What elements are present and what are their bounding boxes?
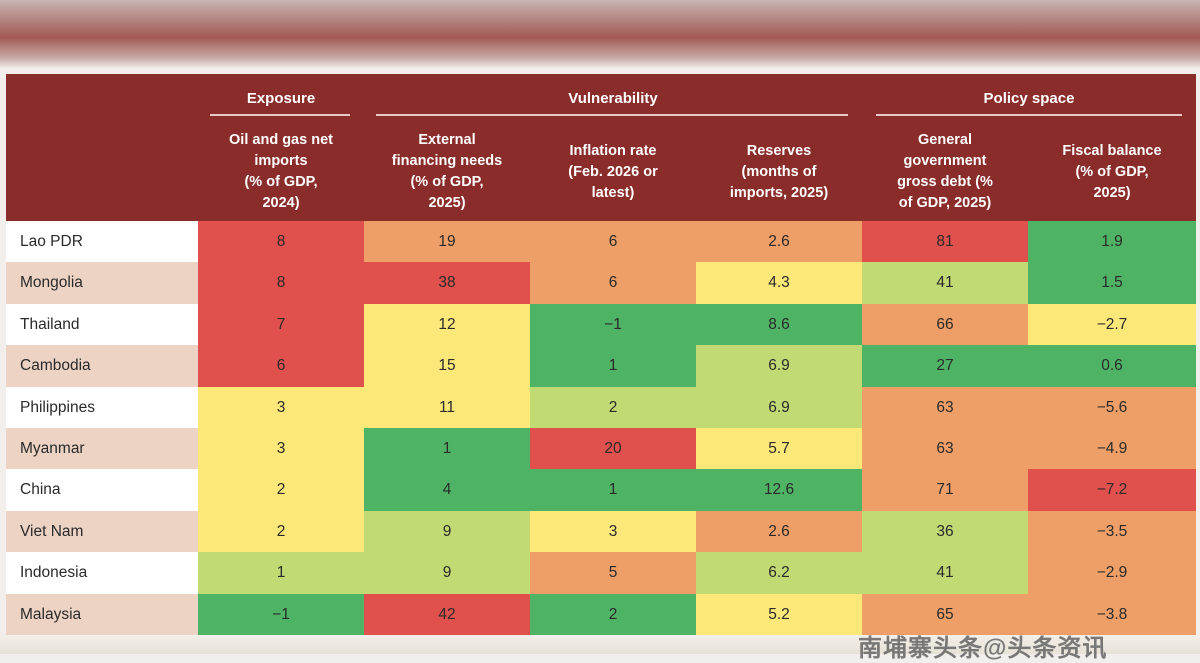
heatmap-cell: 38 xyxy=(364,262,530,305)
column-header: Reserves (months of imports, 2025) xyxy=(729,142,829,201)
row-label-country: Indonesia xyxy=(6,552,198,595)
column-group-exposure: Exposure xyxy=(246,90,316,107)
heatmap-cell: 3 xyxy=(198,428,364,470)
row-label-country: Malaysia xyxy=(6,593,198,636)
heatmap-cell: 63 xyxy=(862,386,1028,429)
heatmap-cell: 5.2 xyxy=(696,593,862,636)
heatmap-cell: 0.6 xyxy=(1028,345,1196,388)
heatmap-cell: 6.9 xyxy=(696,386,862,429)
heatmap-cell: 1 xyxy=(198,552,364,595)
row-label-country: China xyxy=(6,469,198,512)
heatmap-cell: 5 xyxy=(530,552,696,595)
heatmap-cell: −3.8 xyxy=(1028,593,1196,636)
row-label-country: Cambodia xyxy=(6,345,198,388)
row-label-country: Myanmar xyxy=(6,428,198,470)
heatmap-cell: 6 xyxy=(530,221,696,263)
column-header: Fiscal balance (% of GDP, 2025) xyxy=(1062,142,1162,201)
heatmap-cell: −2.7 xyxy=(1028,303,1196,346)
heatmap-cell: 71 xyxy=(862,469,1028,512)
heatmap-cell: 6 xyxy=(198,345,364,388)
heatmap-cell: 8 xyxy=(198,221,364,263)
row-label-country: Mongolia xyxy=(6,262,198,305)
heatmap-cell: 41 xyxy=(862,552,1028,595)
heatmap-cell: 11 xyxy=(364,386,530,429)
heatmap-cell: 9 xyxy=(364,510,530,553)
heatmap-cell: −4.9 xyxy=(1028,428,1196,470)
heatmap-cell: 12 xyxy=(364,303,530,346)
heatmap-cell: 65 xyxy=(862,593,1028,636)
column-header: Inflation rate (Feb. 2026 or latest) xyxy=(568,142,658,201)
heatmap-cell: 8.6 xyxy=(696,303,862,346)
heatmap-cell: 15 xyxy=(364,345,530,388)
heatmap-cell: 20 xyxy=(530,428,696,470)
heatmap-cell: 6.9 xyxy=(696,345,862,388)
heatmap-cell: 1.9 xyxy=(1028,221,1196,263)
column-group-rule xyxy=(376,114,848,116)
heatmap-cell: −1 xyxy=(530,303,696,346)
row-label-country: Lao PDR xyxy=(6,221,198,263)
heatmap-cell: 1 xyxy=(530,469,696,512)
heatmap-cell: 2.6 xyxy=(696,221,862,263)
heatmap-cell: 1.5 xyxy=(1028,262,1196,305)
risk-heatmap-table: Exposure Vulnerability Policy space Oil and… xyxy=(6,74,1196,636)
heatmap-cell: 2 xyxy=(530,593,696,636)
heatmap-cell: −3.5 xyxy=(1028,510,1196,553)
heatmap-cell: 1 xyxy=(364,428,530,470)
footer-strip xyxy=(0,635,1200,654)
heatmap-cell: 81 xyxy=(862,221,1028,263)
heatmap-cell: 1 xyxy=(530,345,696,388)
heatmap-cell: 3 xyxy=(198,386,364,429)
heatmap-cell: 7 xyxy=(198,303,364,346)
heatmap-cell: 4 xyxy=(364,469,530,512)
heatmap-cell: −5.6 xyxy=(1028,386,1196,429)
column-header: General government gross debt (% of GDP,… xyxy=(897,132,993,211)
blurred-banner xyxy=(0,0,1200,68)
row-label-country: Thailand xyxy=(6,303,198,346)
heatmap-cell: −1 xyxy=(198,593,364,636)
column-group-vulnerability: Vulnerability xyxy=(568,90,658,107)
heatmap-cell: 42 xyxy=(364,593,530,636)
row-label-country: Viet Nam xyxy=(6,510,198,553)
heatmap-cell: 6 xyxy=(530,262,696,305)
column-group-policy-space: Policy space xyxy=(983,90,1075,107)
column-header: Oil and gas net imports (% of GDP, 2024) xyxy=(229,132,333,211)
heatmap-cell: −7.2 xyxy=(1028,469,1196,512)
heatmap-cell: 9 xyxy=(364,552,530,595)
heatmap-cell: 5.7 xyxy=(696,428,862,470)
heatmap-cell: 2 xyxy=(198,469,364,512)
heatmap-cell: 3 xyxy=(530,510,696,553)
heatmap-cell: 12.6 xyxy=(696,469,862,512)
heatmap-cell: 19 xyxy=(364,221,530,263)
heatmap-cell: 8 xyxy=(198,262,364,305)
row-label-country: Philippines xyxy=(6,386,198,429)
column-header: External financing needs (% of GDP, 2025… xyxy=(391,132,503,211)
heatmap-cell: 4.3 xyxy=(696,262,862,305)
heatmap-cell: −2.9 xyxy=(1028,552,1196,595)
heatmap-cell: 27 xyxy=(862,345,1028,388)
heatmap-cell: 41 xyxy=(862,262,1028,305)
column-group-rule xyxy=(210,114,350,116)
heatmap-cell: 66 xyxy=(862,303,1028,346)
heatmap-cell: 2 xyxy=(530,386,696,429)
heatmap-cell: 63 xyxy=(862,428,1028,470)
heatmap-cell: 2.6 xyxy=(696,510,862,553)
heatmap-cell: 2 xyxy=(198,510,364,553)
column-group-rule xyxy=(876,114,1182,116)
heatmap-cell: 36 xyxy=(862,510,1028,553)
heatmap-cell: 6.2 xyxy=(696,552,862,595)
watermark-text: 南埔寨头条@头条资讯 xyxy=(858,635,1108,662)
table-header xyxy=(6,74,1196,221)
